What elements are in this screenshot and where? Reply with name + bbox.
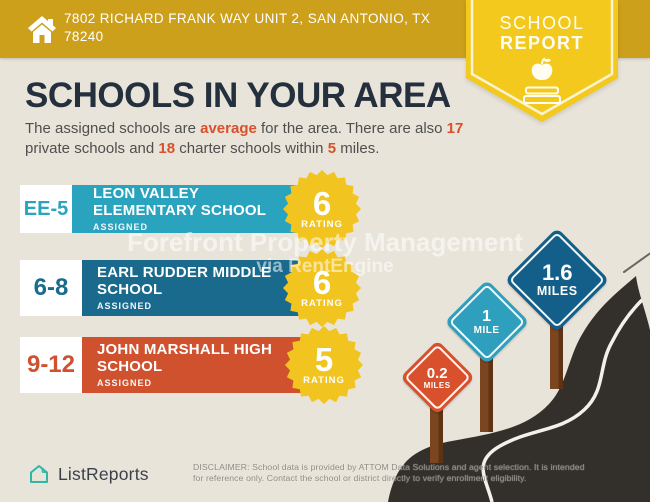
rating-label: RATING: [303, 374, 345, 386]
rating-burst-elementary: 6 RATING: [283, 170, 361, 248]
rating-label: RATING: [301, 218, 343, 230]
sign-value: 0.2: [427, 364, 448, 382]
school-name: LEON VALLEY ELEMENTARY SCHOOL: [93, 185, 307, 219]
rating-burst-middle: 6 RATING: [283, 249, 361, 327]
school-row-elementary: EE-5 LEON VALLEY ELEMENTARY SCHOOL ASSIGN…: [20, 185, 307, 233]
school-bar: JOHN MARSHALL HIGH SCHOOL ASSIGNED: [82, 337, 307, 393]
school-row-high: 9-12 JOHN MARSHALL HIGH SCHOOL ASSIGNED: [20, 337, 307, 393]
apple-icon: [531, 57, 553, 80]
badge-title-line1: SCHOOL: [499, 13, 585, 33]
sign-unit: MILES: [536, 283, 578, 298]
disclaimer-line1: DISCLAIMER: School data is provided by A…: [193, 462, 585, 472]
grade-range-badge: 9-12: [20, 337, 82, 393]
rating-value: 5: [314, 340, 334, 378]
school-name-line1: JOHN MARSHALL HIGH: [97, 341, 272, 358]
subtitle-text: charter schools within: [175, 139, 328, 157]
property-address: 7802 RICHARD FRANK WAY UNIT 2, SAN ANTON…: [64, 10, 456, 45]
badge-title-line2: REPORT: [499, 33, 584, 53]
subtitle-accent-average: average: [200, 120, 257, 137]
assigned-label: ASSIGNED: [97, 301, 153, 311]
sign-post: [550, 315, 563, 389]
sign-value: 1.6: [541, 259, 573, 285]
page-title: SCHOOLS IN YOUR AREA: [25, 76, 451, 115]
disclaimer-line2: for reference only. Contact the school o…: [193, 473, 527, 483]
grade-range-badge: 6-8: [20, 260, 82, 316]
address-line1: 7802 RICHARD FRANK WAY UNIT 2, SAN ANTON…: [64, 11, 431, 26]
sign-post: [430, 403, 443, 463]
rating-label: RATING: [301, 297, 343, 309]
rating-burst-high: 5 RATING: [285, 326, 363, 404]
school-row-middle: 6-8 EARL RUDDER MIDDLE SCHOOL ASSIGNED: [20, 260, 307, 316]
disclaimer-text: DISCLAIMER: School data is provided by A…: [193, 462, 623, 484]
subtitle-text: for the area. There are also: [256, 120, 447, 137]
school-name-line2: ELEMENTARY SCHOOL: [93, 201, 267, 219]
school-name-line1: EARL RUDDER MIDDLE: [97, 264, 272, 281]
rating-value: 6: [312, 263, 332, 301]
home-icon: [28, 16, 56, 43]
starburst-icon: [283, 170, 361, 248]
school-bar: EARL RUDDER MIDDLE SCHOOL ASSIGNED: [82, 260, 307, 316]
starburst-icon: [285, 326, 363, 404]
starburst-icon: [283, 249, 361, 327]
subtitle-accent-private-count: 17: [446, 120, 464, 137]
school-name: JOHN MARSHALL HIGH SCHOOL: [97, 341, 307, 375]
sign-unit: MILE: [474, 324, 500, 336]
school-name-line2: SCHOOL: [97, 280, 163, 298]
brand-logo: ListReports: [27, 462, 149, 486]
sign-post: [480, 350, 493, 432]
school-name: EARL RUDDER MIDDLE SCHOOL: [97, 264, 307, 298]
page-subtitle: The assigned schools are average for the…: [25, 119, 485, 158]
sign-unit: MILES: [424, 380, 451, 390]
listreports-house-icon: [30, 465, 48, 483]
school-name-line1: LEON VALLEY: [93, 185, 200, 202]
book-icon: [523, 86, 561, 104]
rating-value: 6: [312, 184, 332, 222]
sign-value: 1: [482, 307, 492, 325]
assigned-label: ASSIGNED: [93, 222, 149, 232]
subtitle-text: miles.: [336, 139, 380, 157]
subtitle-text: private schools and: [25, 139, 159, 157]
assigned-label: ASSIGNED: [97, 378, 153, 388]
school-bar: LEON VALLEY ELEMENTARY SCHOOL ASSIGNED: [72, 185, 307, 233]
subtitle-text: The assigned schools are: [25, 120, 201, 137]
school-name-line2: SCHOOL: [97, 357, 163, 375]
subtitle-accent-miles: 5: [327, 139, 337, 157]
grade-range-badge: EE-5: [20, 185, 72, 233]
badge-title: SCHOOL REPORT: [466, 13, 618, 54]
subtitle-accent-charter-count: 18: [158, 139, 176, 157]
address-line2: 78240: [64, 28, 104, 44]
brand-name: ListReports: [58, 463, 149, 484]
